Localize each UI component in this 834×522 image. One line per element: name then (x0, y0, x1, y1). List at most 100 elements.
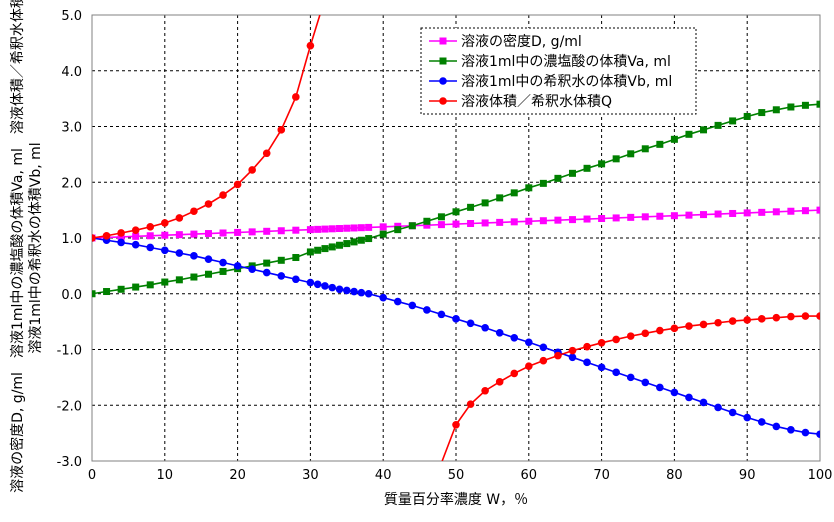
x-tick-label: 60 (521, 468, 538, 483)
data-point (204, 230, 212, 238)
data-point (365, 223, 373, 231)
data-point (699, 398, 708, 407)
data-point (699, 320, 708, 329)
x-axis-ticks: 0 10 20 30 40 50 60 70 80 90 100 (88, 468, 833, 483)
x-tick-label: 50 (448, 468, 465, 483)
data-point (583, 358, 591, 367)
data-point (772, 208, 780, 216)
data-point (102, 231, 111, 240)
x-tick-label: 0 (88, 468, 96, 483)
data-point (437, 221, 445, 229)
data-point (481, 323, 489, 332)
y-tick-label: 0.0 (61, 288, 82, 303)
data-point (219, 267, 227, 275)
data-point (328, 283, 337, 292)
data-point (161, 278, 169, 286)
data-point (568, 169, 576, 177)
data-point (117, 233, 125, 241)
data-point (467, 203, 475, 211)
data-point (670, 135, 678, 143)
data-point (743, 112, 751, 120)
data-point (146, 223, 155, 231)
series-line (92, 103, 820, 295)
data-point (132, 283, 140, 291)
y-tick-label: -3.0 (57, 455, 82, 470)
data-point (336, 241, 344, 249)
data-point (539, 217, 547, 225)
legend-label: 溶液の密度D, g/ml (461, 33, 582, 50)
data-point (627, 150, 635, 158)
data-point (510, 333, 519, 342)
data-point (379, 293, 388, 302)
data-point (277, 126, 286, 134)
data-point (248, 265, 256, 274)
y-tick-label: -2.0 (57, 399, 82, 414)
data-point (481, 199, 489, 207)
data-point (263, 227, 271, 235)
legend: 溶液の密度D, g/ml 溶液1ml中の濃塩酸の体積Va, ml 溶液1ml中の希釈… (420, 27, 697, 115)
data-point (292, 275, 300, 284)
data-point (729, 117, 737, 125)
data-point (379, 223, 387, 231)
data-point (685, 130, 693, 138)
data-point (816, 206, 820, 214)
data-point (364, 289, 373, 298)
y-axis-title-line-2: 溶液1ml中の希釈水の体積Vb, ml (28, 142, 44, 353)
data-point (190, 252, 198, 260)
x-tick-label: 70 (593, 468, 610, 483)
data-point (343, 286, 351, 295)
y-tick-label: 5.0 (61, 9, 82, 24)
legend-item: 溶液1ml中の濃塩酸の体積Va, ml (429, 54, 671, 70)
data-point (92, 234, 96, 242)
legend-label: 溶液1ml中の濃塩酸の体積Va, ml (461, 54, 671, 70)
y-axis-ticks: -3.0 -2.0 -1.0 0.0 1.0 2.0 3.0 4.0 5.0 (57, 9, 82, 470)
data-point (554, 216, 562, 224)
data-point (328, 243, 336, 251)
data-point (452, 315, 460, 323)
data-point (277, 272, 286, 280)
data-point (656, 383, 664, 392)
data-point (357, 288, 366, 297)
data-point (343, 224, 351, 232)
data-point (117, 285, 125, 293)
data-point (190, 273, 198, 281)
data-point (626, 373, 635, 382)
data-point (423, 217, 431, 225)
data-point (700, 126, 708, 134)
data-point (328, 225, 336, 233)
data-point (313, 280, 322, 289)
data-point (357, 224, 365, 232)
data-point (117, 229, 125, 237)
data-point (539, 356, 548, 365)
data-point (117, 238, 125, 247)
data-point (597, 363, 606, 372)
data-point (656, 140, 664, 148)
data-point (685, 322, 693, 330)
data-point (568, 353, 577, 362)
data-point (801, 312, 810, 320)
data-point (161, 231, 169, 239)
data-point (496, 194, 504, 202)
data-point (612, 368, 620, 377)
data-point (539, 343, 548, 352)
data-point (277, 256, 285, 264)
x-axis-title: 質量百分率濃度 W，％ (384, 491, 528, 508)
legend-swatch-marker (439, 77, 447, 85)
data-point (175, 214, 184, 222)
legend-label: 溶液体積／希釈水体積Q (461, 94, 612, 110)
data-point (772, 106, 780, 114)
data-point (175, 249, 184, 257)
data-point (219, 191, 227, 199)
data-point (306, 226, 314, 234)
y-tick-label: 3.0 (61, 121, 82, 136)
data-point (787, 312, 795, 321)
data-point (146, 232, 154, 240)
data-point (743, 316, 751, 324)
data-point (131, 240, 140, 249)
y-tick-label: 2.0 (61, 176, 82, 191)
data-point (525, 362, 533, 371)
legend-box (420, 27, 697, 115)
data-point (626, 332, 635, 340)
legend-swatch-marker (439, 97, 447, 105)
